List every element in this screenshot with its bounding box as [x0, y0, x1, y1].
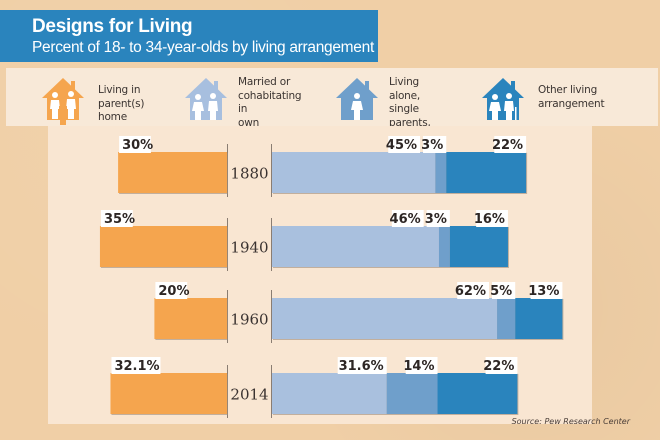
legend: Living in parent(s) home Married or coha… [6, 68, 658, 169]
house-elderly-icon [482, 78, 524, 120]
label-segment-0-2014-bg [337, 357, 387, 374]
label-parents-home-1940: 35% [104, 212, 135, 227]
label-parents-home-1960-bg [155, 282, 188, 299]
label-segment-0-1880-bg [388, 136, 421, 153]
label-parents-home-1880: 30% [122, 138, 153, 153]
chart-subtitle: Percent of 18- to 34-year-olds by living… [32, 39, 374, 56]
bar-segment-2-1880 [446, 152, 527, 193]
bar-segment-2-1960 [515, 298, 563, 339]
house-couple-icon [185, 78, 227, 120]
label-segment-2-1960-bg [530, 282, 563, 299]
year-label-2014: 2014 [230, 386, 268, 404]
bar-parents-home-1940 [99, 226, 227, 267]
label-segment-2-1880-bg [494, 136, 527, 153]
label-segment-2-2014-bg [485, 357, 518, 374]
label-segment-0-1960: 62% [455, 284, 486, 299]
bar-parents-home-1880 [118, 152, 227, 193]
label-segment-2-2014: 22% [483, 359, 514, 374]
year-label-1880: 1880 [230, 165, 268, 183]
label-segment-1-1940: 3% [425, 212, 447, 227]
bar-segment-0-2014 [272, 373, 387, 414]
bar-segment-2-2014 [437, 373, 518, 414]
bar-segment-1-1940 [438, 226, 450, 267]
bar-segment-0-1960 [272, 298, 498, 339]
label-segment-1-2014: 14% [403, 359, 434, 374]
label-segment-1-1960-bg [492, 282, 516, 299]
label-segment-0-1880: 45% [386, 138, 417, 153]
bar-segment-1-2014 [386, 373, 438, 414]
label-parents-home-1960: 20% [158, 284, 189, 299]
label-parents-home-1940-bg [100, 210, 133, 227]
label-parents-home-1880-bg [119, 136, 151, 153]
label-parents-home-2014-bg [111, 357, 161, 374]
year-label-1940: 1940 [230, 239, 268, 257]
label-parents-home-2014: 32.1% [114, 359, 159, 374]
bar-segment-0-1880 [272, 152, 436, 193]
legend-label: Living in parent(s) home [98, 84, 145, 123]
chart-header: Designs for Living Percent of 18- to 34-… [0, 10, 378, 62]
chart-title: Designs for Living [32, 16, 193, 37]
label-segment-0-1960-bg [457, 282, 490, 299]
bar-segment-0-1940 [272, 226, 439, 267]
label-segment-2-1960: 13% [528, 284, 559, 299]
label-segment-2-1940: 16% [474, 212, 505, 227]
legend-label: Other living arrangement [538, 84, 605, 110]
label-segment-1-2014-bg [405, 357, 438, 374]
label-segment-1-1880: 3% [421, 138, 443, 153]
house-family-icon [42, 78, 84, 125]
label-segment-0-2014: 31.6% [339, 359, 384, 374]
house-single-icon [336, 78, 378, 120]
label-segment-0-1940: 46% [390, 212, 421, 227]
year-label-1960: 1960 [230, 311, 268, 329]
bar-segment-1-1960 [497, 298, 516, 339]
bar-parents-home-1960 [154, 298, 227, 339]
label-segment-2-1880: 22% [492, 138, 523, 153]
label-segment-1-1960: 5% [490, 284, 512, 299]
bar-parents-home-2014 [110, 373, 227, 414]
label-segment-2-1940-bg [476, 210, 508, 227]
label-segment-1-1940-bg [426, 210, 450, 227]
bar-segment-1-1880 [435, 152, 447, 193]
label-segment-1-1880-bg [423, 136, 447, 153]
bar-segment-2-1940 [449, 226, 508, 267]
label-segment-0-1940-bg [391, 210, 424, 227]
source-note: Source: Pew Research Center [511, 417, 630, 426]
